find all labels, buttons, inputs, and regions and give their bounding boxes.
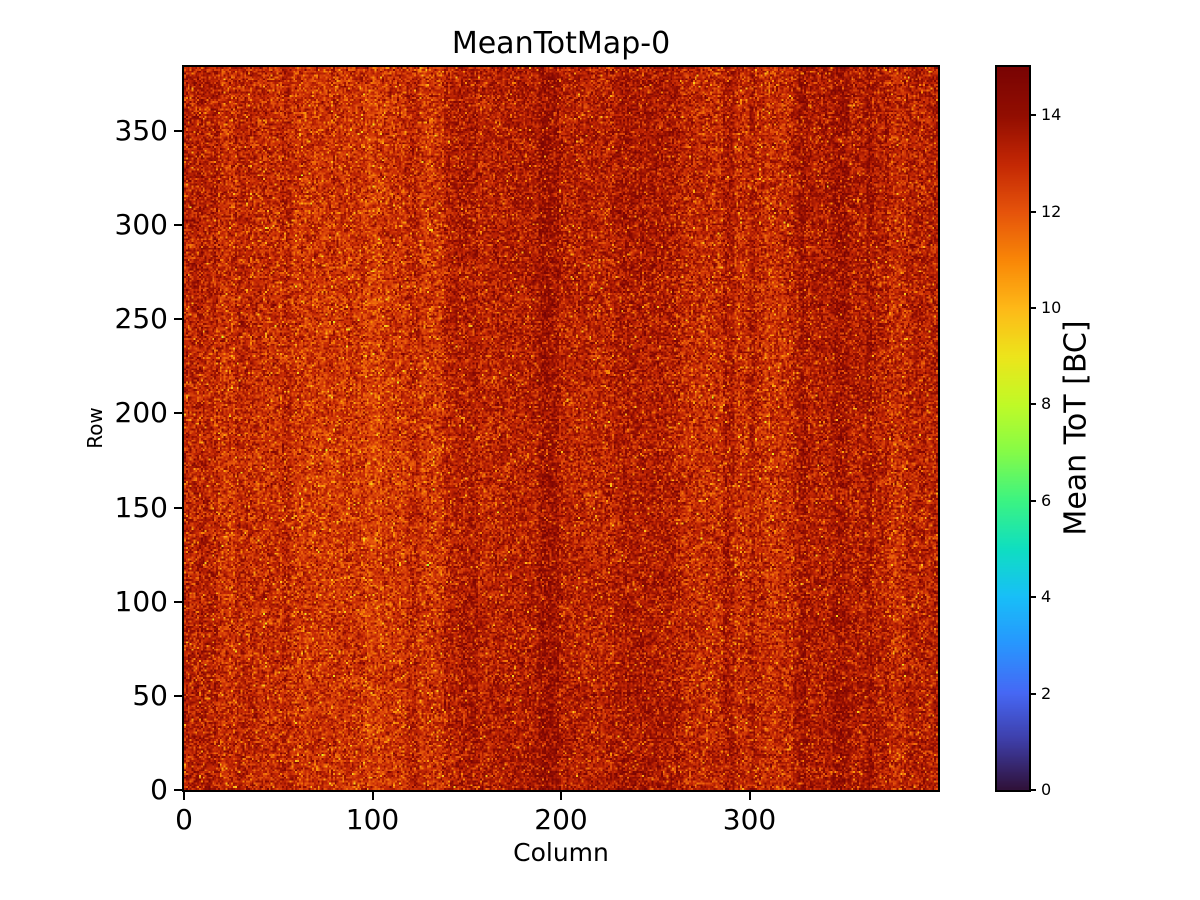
- x-tick-label: 300: [722, 803, 777, 836]
- colorbar: 0 2 4 6 8 10 12 14: [995, 65, 1061, 798]
- y-tick-label: 0: [150, 773, 168, 806]
- x-tick: [748, 790, 751, 800]
- x-axis-label: Column: [513, 838, 609, 867]
- colorbar-tick-label: 10: [1041, 298, 1062, 317]
- colorbar-tick-label: 2: [1041, 683, 1052, 703]
- y-tick: [174, 506, 184, 509]
- y-tick-label: 350: [114, 114, 168, 148]
- x-tick: [183, 790, 185, 800]
- y-tick-label: 300: [114, 208, 168, 242]
- colorbar-tick: [1029, 789, 1036, 791]
- colorbar-tick: [1029, 403, 1036, 406]
- colorbar-gradient: [997, 67, 1029, 790]
- colorbar-tick-label: 4: [1041, 587, 1052, 607]
- y-tick-label: 200: [114, 396, 168, 430]
- plot-title: MeanTotMap-0: [451, 26, 671, 61]
- colorbar-tick-label: 6: [1041, 490, 1052, 510]
- x-tick-label: 0: [175, 803, 193, 836]
- x-tick: [560, 790, 562, 800]
- y-axis-label: Row: [83, 407, 107, 449]
- x-tick-label: 100: [345, 803, 400, 836]
- colorbar-tick-label: 14: [1041, 105, 1062, 125]
- colorbar-label: Mean ToT [BC]: [1058, 320, 1094, 536]
- y-tick: [174, 694, 184, 697]
- y-tick: [174, 130, 184, 133]
- y-tick-label: 150: [114, 490, 168, 524]
- y-tick: [174, 789, 184, 791]
- y-tick: [174, 412, 184, 415]
- colorbar-tick: [1029, 499, 1036, 502]
- y-tick-label: 100: [114, 584, 168, 618]
- colorbar-tick: [1029, 114, 1036, 117]
- y-tick-label: 50: [132, 678, 168, 712]
- colorbar-tick-label: 8: [1041, 394, 1052, 414]
- plot-area: 0 100 200 300 0 50 100 150 200 250 300 350: [115, 65, 940, 836]
- y-tick-label: 250: [114, 302, 168, 336]
- colorbar-tick: [1029, 210, 1036, 213]
- x-tick-label: 200: [534, 803, 588, 836]
- colorbar-tick: [1029, 692, 1036, 695]
- colorbar-tick: [1029, 596, 1036, 599]
- y-tick: [174, 318, 184, 321]
- colorbar-tick: [1029, 307, 1036, 309]
- y-tick: [174, 224, 184, 227]
- colorbar-tick-label: 12: [1041, 201, 1062, 221]
- y-tick: [174, 600, 184, 603]
- heatmap-image: [184, 67, 938, 790]
- colorbar-tick-label: 0: [1041, 780, 1052, 799]
- x-tick: [371, 790, 374, 800]
